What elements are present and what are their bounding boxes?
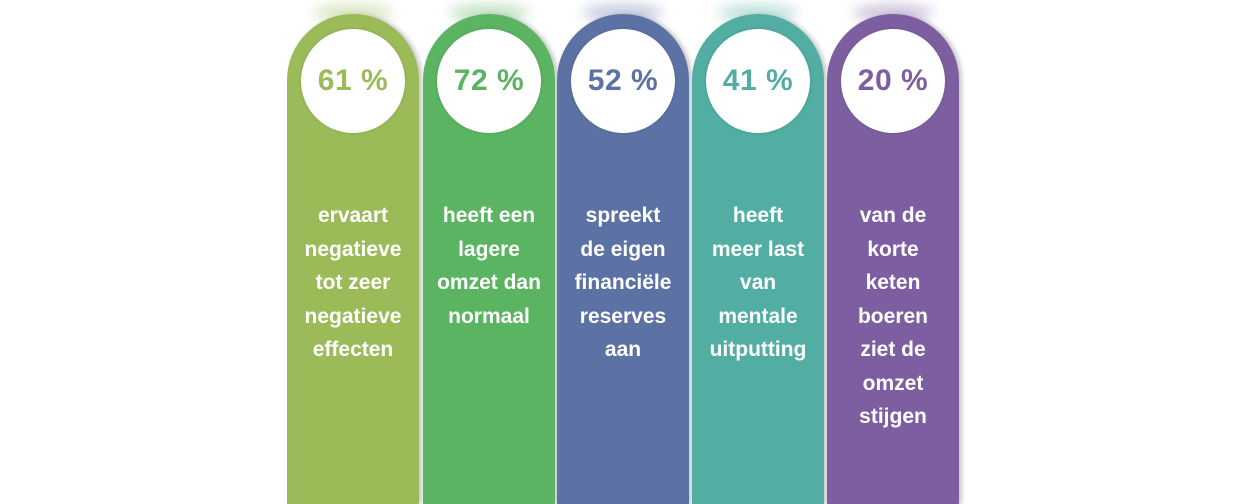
stat-description: van de korte keten boeren ziet de omzet … <box>831 199 955 434</box>
description-line: reserves <box>579 304 667 328</box>
value-circle: 20 % <box>841 29 945 133</box>
description-line: normaal <box>448 304 530 328</box>
description-line: mentale <box>718 304 798 328</box>
value-label: 41 % <box>722 64 794 97</box>
description-line: van <box>739 271 777 294</box>
pillar-glow <box>583 4 663 22</box>
pillar-glow <box>449 4 529 22</box>
description-line: uitputting <box>709 338 807 361</box>
description-line: heeft een <box>442 204 536 227</box>
description-line: keten <box>865 271 921 294</box>
description-line: omzet <box>862 371 924 395</box>
value-label: 61 % <box>317 64 389 97</box>
stat-description: heeft meer last van mentale uitputting <box>696 199 820 367</box>
description-line: effecten <box>312 338 394 361</box>
pillar-glow <box>718 4 798 22</box>
pillar-glow <box>853 4 933 22</box>
description-line: stijgen <box>859 405 927 428</box>
pillar-glow <box>313 4 393 22</box>
stat-description: ervaart negatieve tot zeer negatieve eff… <box>291 199 415 367</box>
description-line: omzet dan <box>437 271 541 294</box>
stat-pillar-1: 61 % ervaart negatieve tot zeer negatiev… <box>287 4 419 504</box>
description-line: negatieve <box>304 304 402 328</box>
description-line: ziet de <box>860 338 926 361</box>
description-line: boeren <box>857 304 928 328</box>
description-line: de eigen <box>580 237 666 261</box>
description-line: spreekt <box>585 204 661 227</box>
value-circle: 41 % <box>706 29 810 133</box>
description-line: heeft <box>732 204 784 227</box>
description-line: tot zeer <box>315 271 391 294</box>
value-circle: 61 % <box>301 29 405 133</box>
description-line: negatieve <box>304 237 402 261</box>
stat-description: heeft een lagere omzet dan normaal <box>427 199 551 333</box>
stat-pillar-2: 72 % heeft een lagere omzet dan normaal <box>423 4 555 504</box>
description-line: ervaart <box>317 204 389 227</box>
description-line: meer last <box>711 237 805 261</box>
description-line: financiële <box>574 271 672 294</box>
description-line: lagere <box>458 237 520 261</box>
stat-pillar-5: 20 % van de korte keten boeren ziet de o… <box>827 4 959 504</box>
description-line: korte <box>867 237 919 261</box>
value-label: 52 % <box>587 64 659 97</box>
value-label: 72 % <box>453 64 525 97</box>
value-circle: 52 % <box>571 29 675 133</box>
value-circle: 72 % <box>437 29 541 133</box>
value-label: 20 % <box>857 64 929 97</box>
stat-pillar-3: 52 % spreekt de eigen financiële reserve… <box>557 4 689 504</box>
description-line: van de <box>859 204 927 227</box>
description-line: aan <box>604 338 642 361</box>
stat-description: spreekt de eigen financiële reserves aan <box>561 199 685 367</box>
infographic: 61 % ervaart negatieve tot zeer negatiev… <box>287 4 959 504</box>
stat-pillar-4: 41 % heeft meer last van mentale uitputt… <box>692 4 824 504</box>
